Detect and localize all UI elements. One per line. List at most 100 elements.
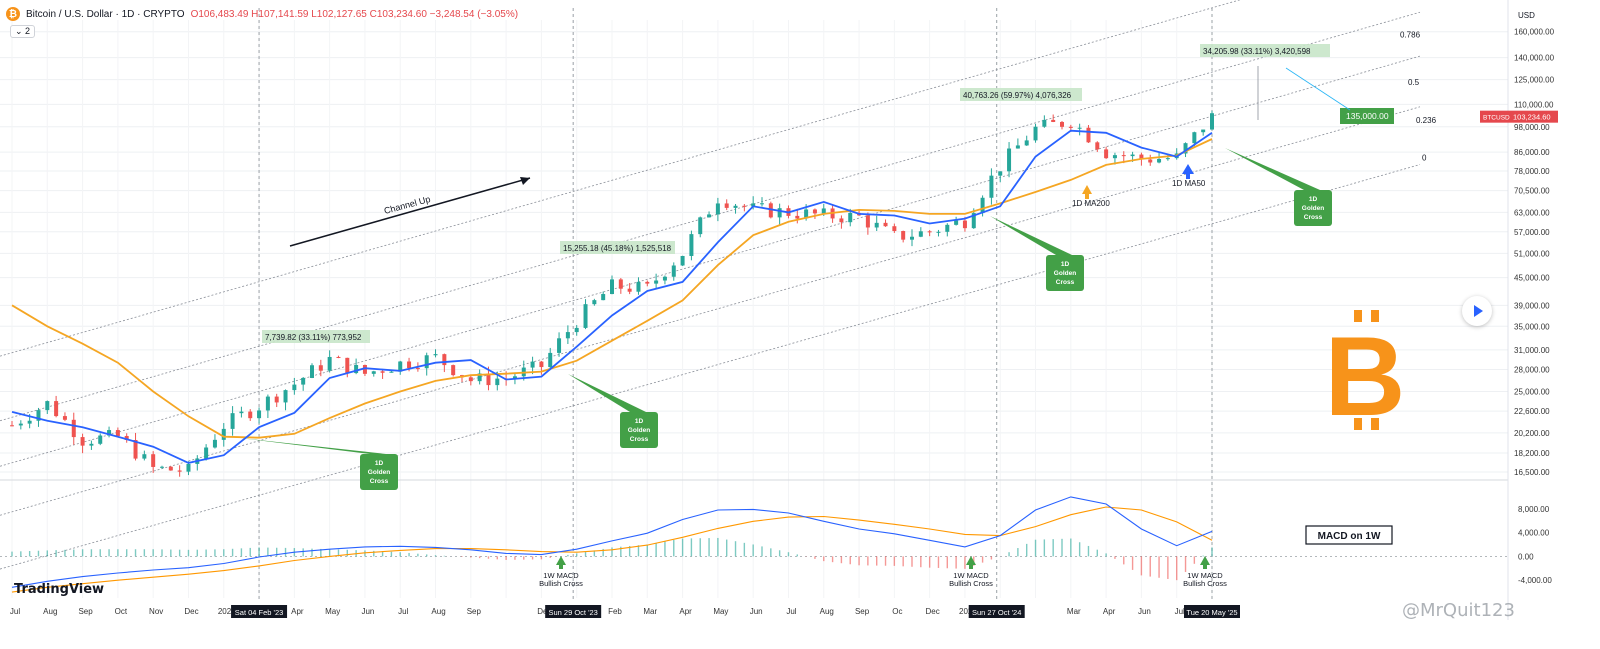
candle-body [160, 466, 164, 468]
macd-histogram-bar [364, 550, 366, 557]
candle-body [1015, 145, 1020, 149]
candle-body [204, 447, 209, 459]
macd-histogram-bar [390, 551, 393, 557]
macd-histogram-bar [1184, 556, 1187, 572]
candle-body [407, 361, 412, 369]
macd-histogram-bar [284, 547, 287, 557]
candle-body [1165, 158, 1170, 160]
macd-cross-label: 1W MACD [1187, 571, 1223, 580]
macd-histogram-bar [1043, 539, 1046, 557]
time-tick-label: Sep [855, 607, 870, 616]
candle-body [424, 355, 429, 369]
candle-body [168, 466, 173, 471]
macd-histogram-bar [11, 551, 13, 557]
candle-body [892, 226, 897, 232]
golden-cross-label: Cross [370, 478, 389, 485]
candle-body [1183, 143, 1188, 154]
time-tick-label: May [325, 607, 340, 616]
measure-box [560, 241, 675, 254]
candle-body [1157, 158, 1162, 163]
macd-histogram-bar [1140, 556, 1143, 576]
fib-level-labels: 0.786 0.5 0.236 0 [1400, 31, 1437, 163]
price-tick-label: 78,000.00 [1514, 167, 1550, 176]
moving-average-lines [11, 129, 1213, 464]
macd-histogram-bar [584, 551, 587, 557]
candle-body [124, 435, 129, 441]
price-tick-label: 20,200.00 [1514, 429, 1550, 438]
symbol-header[interactable]: ₿ Bitcoin / U.S. Dollar · 1D · CRYPTO O1… [6, 7, 518, 21]
candle-body [812, 209, 817, 214]
macd-histogram-bar [346, 549, 348, 557]
macd-histogram-bar [196, 549, 198, 557]
candle-body [27, 420, 32, 424]
macd-histogram-bar [726, 539, 728, 557]
candle-body [389, 371, 394, 373]
candle-body [265, 396, 270, 411]
macd-histogram-bar [496, 556, 498, 560]
candle-body [36, 410, 41, 421]
candle-body [98, 435, 103, 444]
candlestick-series [10, 110, 1214, 477]
macd-histogram-bar [831, 556, 834, 563]
date-marker-text: Sat 04 Feb '23 [235, 608, 284, 617]
golden-cross-label: Golden [628, 427, 650, 434]
target-tag [1340, 108, 1394, 124]
bitcoin-logo-icon: B [1325, 310, 1405, 439]
time-tick-label: Sep [78, 607, 93, 616]
macd-histogram-bar [1078, 542, 1081, 557]
time-axis: Jul Aug Sep Oct Nov Dec 2023 Mar Apr May Jun Jul Aug… [10, 605, 1240, 618]
price-tick-label: 70,500.00 [1514, 187, 1550, 196]
chart-grid [0, 0, 1509, 620]
macd-histogram-bar [328, 549, 331, 557]
candle-body [336, 356, 341, 358]
measure-box [1200, 44, 1330, 57]
macd-cross-arrow-icon [966, 556, 976, 569]
candle-body [1210, 113, 1214, 130]
candle-body [107, 430, 112, 436]
measure-label: 34,205.98 (33.11%) 3,420,598 [1203, 47, 1311, 56]
play-button[interactable] [1462, 296, 1492, 326]
candle-body [777, 208, 782, 218]
ma50-label: 1D MA50 [1172, 179, 1206, 188]
candle-body [724, 203, 729, 208]
macd-histogram-bar [884, 556, 887, 566]
candle-body [274, 396, 279, 403]
time-tick-label: Jul [786, 607, 796, 616]
macd-histogram-bar [1034, 539, 1037, 557]
candle-body [645, 281, 650, 284]
time-tick-label: Dec [184, 607, 198, 616]
candle-body [257, 410, 262, 419]
time-tick-label: 2025 [959, 607, 977, 616]
macd-histogram-bar [1123, 556, 1125, 565]
date-marker-tag [1184, 605, 1240, 618]
macd-histogram-bar [311, 548, 313, 557]
macd-tick-label: -4,000.00 [1518, 576, 1552, 585]
candle-body [230, 413, 235, 429]
golden-cross-pointer [240, 438, 386, 454]
fib-label: 0.236 [1416, 116, 1437, 125]
candle-body [557, 338, 562, 353]
candle-body [248, 411, 253, 419]
time-tick-label: 2023 [218, 607, 236, 616]
macd-histogram-bar [893, 556, 896, 566]
candle-body [495, 378, 500, 386]
macd-histogram-bar [381, 551, 384, 557]
candle-body [1121, 155, 1126, 157]
macd-histogram-bar [840, 556, 843, 564]
ma200-label: 1D MA200 [1072, 199, 1110, 208]
indicator-toggle[interactable]: ⌄ 2 [10, 25, 36, 38]
fib-label: 0 [1422, 154, 1427, 163]
macd-histogram-bar [717, 537, 719, 557]
macd-histogram-bar [461, 556, 463, 557]
macd-histogram-bar [28, 551, 31, 557]
current-price-text: 103,234.60 [1513, 113, 1551, 122]
macd-cross-arrow-icon [1200, 556, 1210, 569]
macd-histogram-bar [637, 545, 640, 557]
macd-histogram-bar [699, 538, 701, 557]
macd-histogram-bar [1096, 549, 1098, 557]
candle-body [601, 294, 606, 301]
candle-body [151, 454, 156, 467]
time-tick-label: Jun [750, 607, 763, 616]
time-tick-label: Jul [10, 607, 20, 616]
